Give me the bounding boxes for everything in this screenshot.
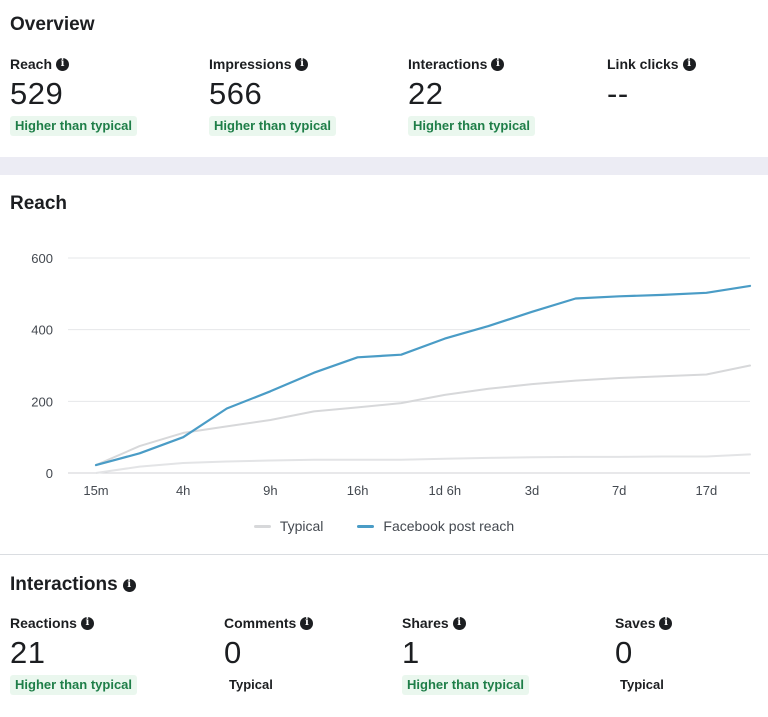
reach-line-chart: 0 200 400 600 15m 4h 9h 16h 1d 6h 3d 7d 17d — [31, 251, 752, 498]
legend-item-typical[interactable]: Typical — [253, 518, 324, 534]
section-divider — [0, 554, 768, 555]
legend-label: Typical — [279, 518, 324, 534]
x-tick-label: 17d — [696, 483, 718, 498]
status-badge: Higher than typical — [209, 116, 337, 136]
interactions-title: Interactions — [10, 574, 118, 595]
link-clicks-value: -- — [607, 76, 629, 111]
saves-value: 0 — [615, 635, 633, 670]
impressions-value: 566 — [209, 76, 263, 111]
x-tick-label: 4h — [176, 483, 190, 498]
comments-metric: Comments i 0 Typical — [224, 615, 314, 695]
x-tick-label: 15m — [83, 483, 108, 498]
info-icon[interactable]: i — [56, 57, 70, 71]
info-icon[interactable]: i — [659, 616, 673, 630]
y-tick-label: 600 — [31, 251, 53, 266]
reach-chart-title: Reach — [10, 193, 68, 214]
impressions-metric: Impressions i 566 Higher than typical — [209, 56, 337, 136]
x-tick-label: 9h — [263, 483, 277, 498]
info-icon[interactable]: i — [122, 578, 136, 592]
info-icon[interactable]: i — [80, 616, 94, 630]
y-tick-label: 0 — [46, 466, 53, 481]
info-icon[interactable]: i — [452, 616, 466, 630]
shares-value: 1 — [402, 635, 420, 670]
info-icon[interactable]: i — [300, 616, 314, 630]
status-badge: Higher than typical — [10, 675, 138, 695]
info-icon[interactable]: i — [491, 57, 505, 71]
legend-swatch — [357, 524, 375, 528]
chart-legend: Typical Facebook post reach — [0, 518, 768, 534]
y-tick-label: 200 — [31, 394, 53, 409]
status-badge: Higher than typical — [402, 675, 530, 695]
comments-label: Comments — [224, 615, 297, 631]
interactions-title-row: Interactions i — [10, 574, 136, 596]
link-clicks-label: Link clicks — [607, 56, 679, 72]
series-line-typical-lower — [95, 453, 751, 474]
shares-metric: Shares i 1 Higher than typical — [402, 615, 530, 695]
reach-value: 529 — [10, 76, 64, 111]
interactions-metric: Interactions i 22 Higher than typical — [408, 56, 536, 136]
interactions-label: Interactions — [408, 56, 488, 72]
saves-metric: Saves i 0 Typical — [615, 615, 673, 695]
reactions-label: Reactions — [10, 615, 77, 631]
comments-value: 0 — [224, 635, 242, 670]
y-tick-label: 400 — [31, 323, 53, 338]
info-icon[interactable]: i — [682, 57, 696, 71]
series-line-typical — [95, 364, 751, 467]
status-badge: Higher than typical — [10, 116, 138, 136]
interactions-value: 22 — [408, 76, 444, 111]
status-badge: Typical — [224, 675, 278, 695]
status-badge: Typical — [615, 675, 669, 695]
link-clicks-metric: Link clicks i -- — [607, 56, 696, 111]
reactions-value: 21 — [10, 635, 46, 670]
reach-metric: Reach i 529 Higher than typical — [10, 56, 138, 136]
legend-item-post-reach[interactable]: Facebook post reach — [357, 518, 514, 534]
info-icon[interactable]: i — [295, 57, 309, 71]
reach-label: Reach — [10, 56, 53, 72]
section-separator — [0, 157, 768, 175]
legend-label: Facebook post reach — [383, 518, 515, 534]
reactions-metric: Reactions i 21 Higher than typical — [10, 615, 138, 695]
x-tick-label: 7d — [612, 483, 626, 498]
status-badge: Higher than typical — [408, 116, 536, 136]
x-tick-label: 16h — [347, 483, 369, 498]
shares-label: Shares — [402, 615, 449, 631]
x-tick-label: 1d 6h — [429, 483, 462, 498]
series-line-post-reach — [94, 284, 752, 467]
legend-swatch — [253, 524, 271, 528]
impressions-label: Impressions — [209, 56, 292, 72]
overview-title: Overview — [10, 14, 95, 35]
saves-label: Saves — [615, 615, 656, 631]
x-tick-label: 3d — [525, 483, 539, 498]
